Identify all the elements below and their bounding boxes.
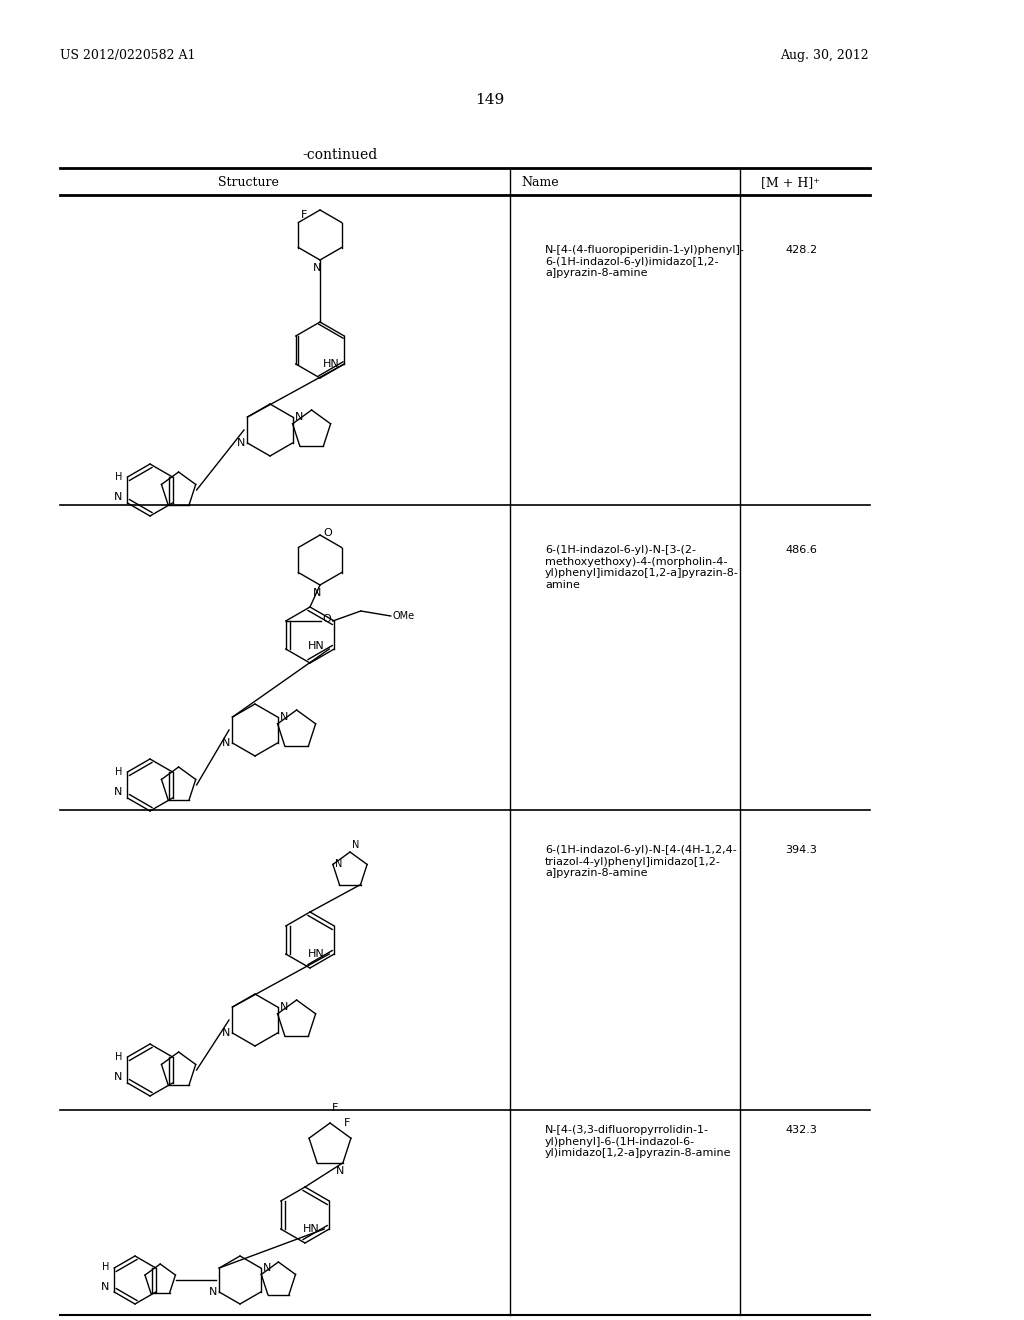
Text: N: N <box>100 1282 109 1292</box>
Text: N: N <box>336 1166 344 1176</box>
Text: O: O <box>323 614 332 624</box>
Text: N: N <box>263 1263 271 1272</box>
Text: 6-(1H-indazol-6-yl)-N-[4-(4H-1,2,4-
triazol-4-yl)phenyl]imidazo[1,2-
a]pyrazin-8: 6-(1H-indazol-6-yl)-N-[4-(4H-1,2,4- tria… <box>545 845 736 878</box>
Text: H: H <box>115 767 122 777</box>
Text: 149: 149 <box>475 92 505 107</box>
Text: N: N <box>352 840 359 850</box>
Text: HN: HN <box>307 642 325 651</box>
Text: N: N <box>209 1287 217 1298</box>
Text: HN: HN <box>307 949 325 960</box>
Text: H: H <box>115 1052 122 1063</box>
Text: N-[4-(4-fluoropiperidin-1-yl)phenyl]-
6-(1H-indazol-6-yl)imidazo[1,2-
a]pyrazin-: N-[4-(4-fluoropiperidin-1-yl)phenyl]- 6-… <box>545 246 744 279</box>
Text: N: N <box>280 711 288 722</box>
Text: N-[4-(3,3-difluoropyrrolidin-1-
yl)phenyl]-6-(1H-indazol-6-
yl)imidazo[1,2-a]pyr: N-[4-(3,3-difluoropyrrolidin-1- yl)pheny… <box>545 1125 731 1158</box>
Text: Structure: Structure <box>217 177 279 190</box>
Text: OMe: OMe <box>393 611 415 620</box>
Text: F: F <box>301 210 308 220</box>
Text: N: N <box>335 859 342 870</box>
Text: 6-(1H-indazol-6-yl)-N-[3-(2-
methoxyethoxy)-4-(morpholin-4-
yl)phenyl]imidazo[1,: 6-(1H-indazol-6-yl)-N-[3-(2- methoxyetho… <box>545 545 739 590</box>
Text: 428.2: 428.2 <box>785 246 817 255</box>
Text: HN: HN <box>323 359 339 370</box>
Text: Name: Name <box>521 177 559 190</box>
Text: N: N <box>238 438 246 447</box>
Text: 486.6: 486.6 <box>785 545 817 554</box>
Text: N: N <box>114 1072 122 1082</box>
Text: H: H <box>115 473 122 482</box>
Text: N: N <box>222 738 230 748</box>
Text: N: N <box>312 263 322 273</box>
Text: N: N <box>295 412 303 422</box>
Text: F: F <box>344 1118 350 1129</box>
Text: 394.3: 394.3 <box>785 845 817 855</box>
Text: N: N <box>114 492 122 502</box>
Text: H: H <box>101 1262 109 1272</box>
Text: N: N <box>222 1028 230 1038</box>
Text: HN: HN <box>302 1224 319 1234</box>
Text: 432.3: 432.3 <box>785 1125 817 1135</box>
Text: N: N <box>312 587 322 598</box>
Text: O: O <box>323 528 332 539</box>
Text: N: N <box>114 787 122 797</box>
Text: [M + H]⁺: [M + H]⁺ <box>761 177 819 190</box>
Text: US 2012/0220582 A1: US 2012/0220582 A1 <box>60 49 196 62</box>
Text: Aug. 30, 2012: Aug. 30, 2012 <box>780 49 868 62</box>
Text: N: N <box>280 1002 288 1012</box>
Text: -continued: -continued <box>302 148 378 162</box>
Text: F: F <box>332 1104 338 1113</box>
